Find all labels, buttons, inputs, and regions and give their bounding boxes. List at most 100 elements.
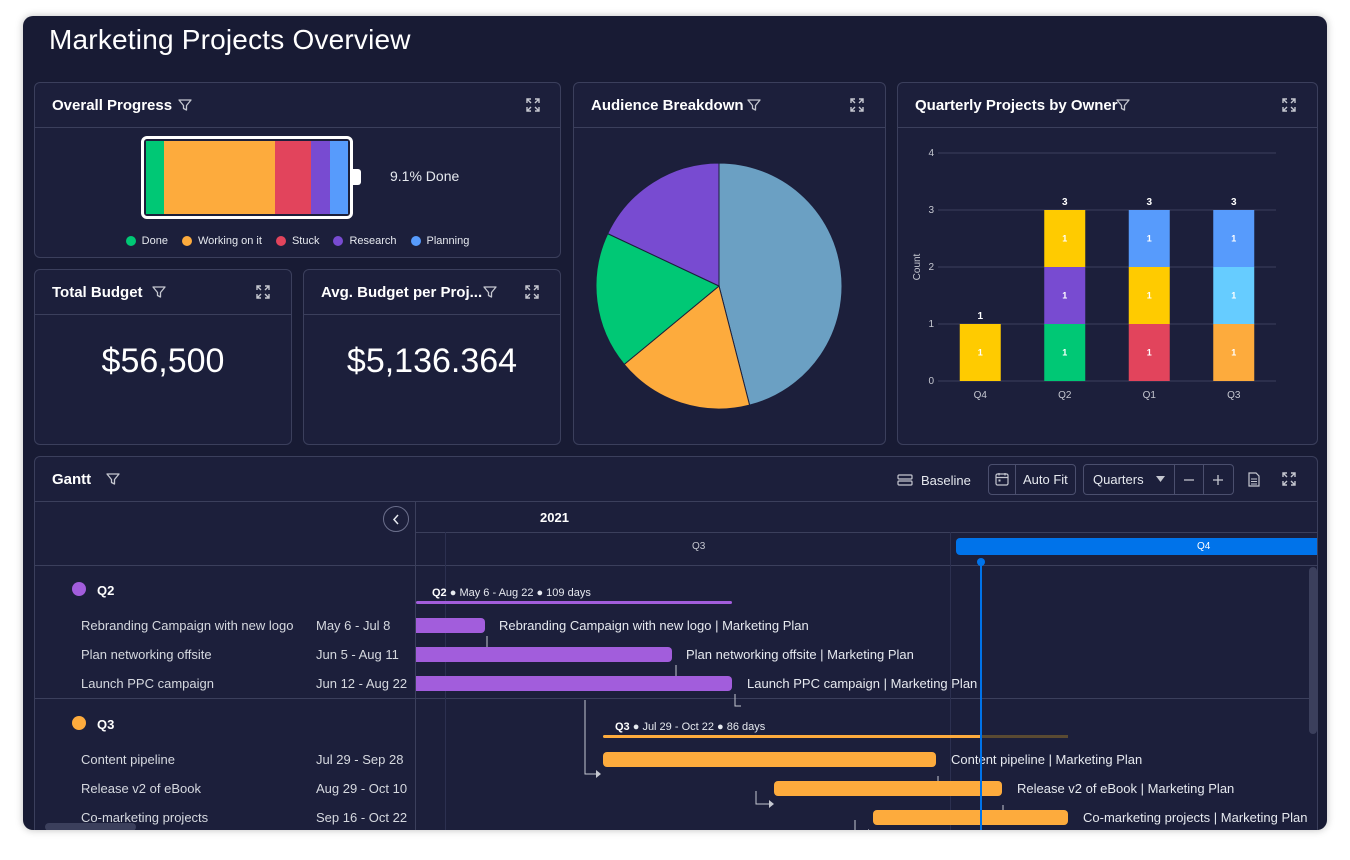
task-name[interactable]: Co-marketing projects — [81, 810, 209, 825]
gantt-bar[interactable] — [774, 781, 1002, 796]
widget-title: Gantt — [52, 471, 92, 488]
expand-icon[interactable] — [1282, 98, 1296, 112]
battery-progress-bar — [146, 141, 348, 214]
collapse-panel-button[interactable] — [383, 506, 409, 532]
gantt-bar[interactable] — [603, 752, 936, 767]
bar-total-label: 3 — [1231, 197, 1237, 208]
y-tick-label: 2 — [928, 262, 934, 273]
avg-budget-value: $5,136.364 — [346, 342, 518, 380]
audience-pie-chart[interactable] — [574, 129, 887, 445]
bar-segment[interactable] — [1128, 267, 1170, 324]
timeline-q3-label: Q3 — [692, 541, 706, 552]
bar-value-label: 1 — [1147, 234, 1152, 244]
done-percentage: 9.1% Done — [390, 168, 460, 184]
expand-icon[interactable] — [1282, 472, 1296, 486]
legend-label: Stuck — [291, 235, 320, 247]
bar-segment[interactable] — [1213, 210, 1255, 267]
quarterly-projects-widget: Quarterly Projects by Owner 0 1 2 3 4 Count 1 1… — [897, 82, 1318, 445]
zoom-divider — [1174, 465, 1175, 494]
legend-item[interactable]: Research — [333, 235, 397, 247]
zoom-control-group: Quarters — [1083, 464, 1234, 495]
battery-segment-planning — [329, 141, 348, 214]
zoom-out-icon[interactable] — [1183, 474, 1195, 486]
task-name[interactable]: Plan networking offsite — [81, 647, 212, 662]
gantt-bar[interactable] — [873, 810, 1068, 825]
gantt-bar[interactable] — [416, 618, 485, 633]
battery-cap — [351, 169, 361, 185]
bar-segment[interactable] — [959, 324, 1001, 381]
filter-icon[interactable] — [177, 97, 193, 113]
dependency-lines — [486, 636, 1009, 830]
summary-text: ● Jul 29 - Oct 22 ● 86 days — [629, 721, 766, 733]
legend-dot — [410, 236, 421, 246]
bar-segment[interactable] — [1128, 210, 1170, 267]
autofit-button[interactable]: Auto Fit — [1023, 472, 1068, 487]
total-budget-widget: Total Budget $56,500 — [34, 269, 292, 445]
pie-slice-3[interactable] — [607, 162, 720, 287]
bar-segment[interactable] — [1128, 324, 1170, 381]
y-tick-label: 4 — [928, 148, 934, 159]
legend-dot — [181, 236, 192, 246]
expand-icon[interactable] — [850, 98, 864, 112]
bar-segment[interactable] — [1044, 267, 1086, 324]
timeline-header-bottom — [35, 565, 1317, 566]
vertical-scrollbar[interactable] — [1309, 567, 1317, 734]
calendar-icon[interactable] — [995, 472, 1009, 486]
legend-item[interactable]: Working on it — [181, 235, 262, 247]
pie-slice-1[interactable] — [623, 285, 751, 410]
task-dates: Jul 29 - Sep 28 — [316, 752, 404, 767]
bar-value-label: 1 — [1231, 291, 1236, 301]
gantt-bar-label: Rebranding Campaign with new logo | Mark… — [499, 618, 809, 633]
zoom-in-icon[interactable] — [1212, 474, 1224, 486]
pie-slice-2[interactable] — [595, 232, 720, 366]
bar-value-label: 1 — [1231, 348, 1236, 358]
summary-text: ● May 6 - Aug 22 ● 109 days — [446, 587, 591, 599]
filter-icon[interactable] — [746, 97, 762, 113]
gantt-bar[interactable] — [416, 676, 732, 691]
widget-title: Audience Breakdown — [591, 97, 744, 114]
gantt-header: Gantt Baseline Auto Fit Quarters — [35, 457, 1317, 502]
legend-item[interactable]: Stuck — [275, 235, 320, 247]
filter-icon[interactable] — [151, 284, 167, 300]
y-tick-label: 3 — [928, 205, 934, 216]
task-name[interactable]: Launch PPC campaign — [81, 676, 214, 691]
bar-segment[interactable] — [1213, 324, 1255, 381]
bar-segment[interactable] — [1044, 324, 1086, 381]
battery-segment-stuck — [274, 141, 312, 214]
progress-legend: Done Working on it Stuck Research Planning — [35, 235, 560, 247]
overall-progress-widget: Overall Progress 9.1% Done Done Working o… — [34, 82, 561, 258]
group-title-q2[interactable]: Q2 — [97, 583, 115, 598]
filter-icon[interactable] — [105, 471, 121, 487]
task-name[interactable]: Rebranding Campaign with new logo — [81, 618, 294, 633]
gantt-bar-label: Launch PPC campaign | Marketing Plan — [747, 676, 978, 691]
q4-column-line — [950, 532, 951, 830]
task-name[interactable]: Content pipeline — [81, 752, 175, 767]
horizontal-scrollbar[interactable] — [45, 823, 136, 830]
timeline-year: 2021 — [540, 510, 569, 525]
timeline-q4-highlight[interactable]: Q4 — [956, 538, 1317, 555]
gantt-bar-label: Co-marketing projects | Marketing Plan — [1083, 810, 1308, 825]
filter-icon[interactable] — [1115, 97, 1131, 113]
dropdown-caret-icon[interactable] — [1156, 476, 1165, 482]
page-title: Marketing Projects Overview — [49, 24, 411, 55]
legend-item[interactable]: Done — [125, 235, 168, 247]
expand-icon[interactable] — [526, 98, 540, 112]
pie-slice-0[interactable] — [718, 162, 843, 406]
bar-segment[interactable] — [1044, 210, 1086, 267]
gantt-bar[interactable] — [416, 647, 672, 662]
task-dates: Sep 16 - Oct 22 — [316, 810, 408, 825]
widget-header: Quarterly Projects by Owner — [898, 83, 1317, 128]
filter-icon[interactable] — [482, 284, 498, 300]
export-icon[interactable] — [1248, 472, 1260, 487]
expand-icon[interactable] — [525, 285, 539, 299]
baseline-button[interactable]: Baseline — [897, 465, 971, 495]
zoom-select[interactable]: Quarters — [1093, 472, 1144, 487]
task-name[interactable]: Release v2 of eBook — [81, 781, 201, 796]
legend-dot — [125, 236, 136, 246]
legend-label: Done — [141, 235, 168, 247]
legend-item[interactable]: Planning — [410, 235, 469, 247]
bar-segment[interactable] — [1213, 267, 1255, 324]
y-axis-label: Count — [912, 253, 923, 280]
expand-icon[interactable] — [256, 285, 270, 299]
group-title-q3[interactable]: Q3 — [97, 717, 115, 732]
